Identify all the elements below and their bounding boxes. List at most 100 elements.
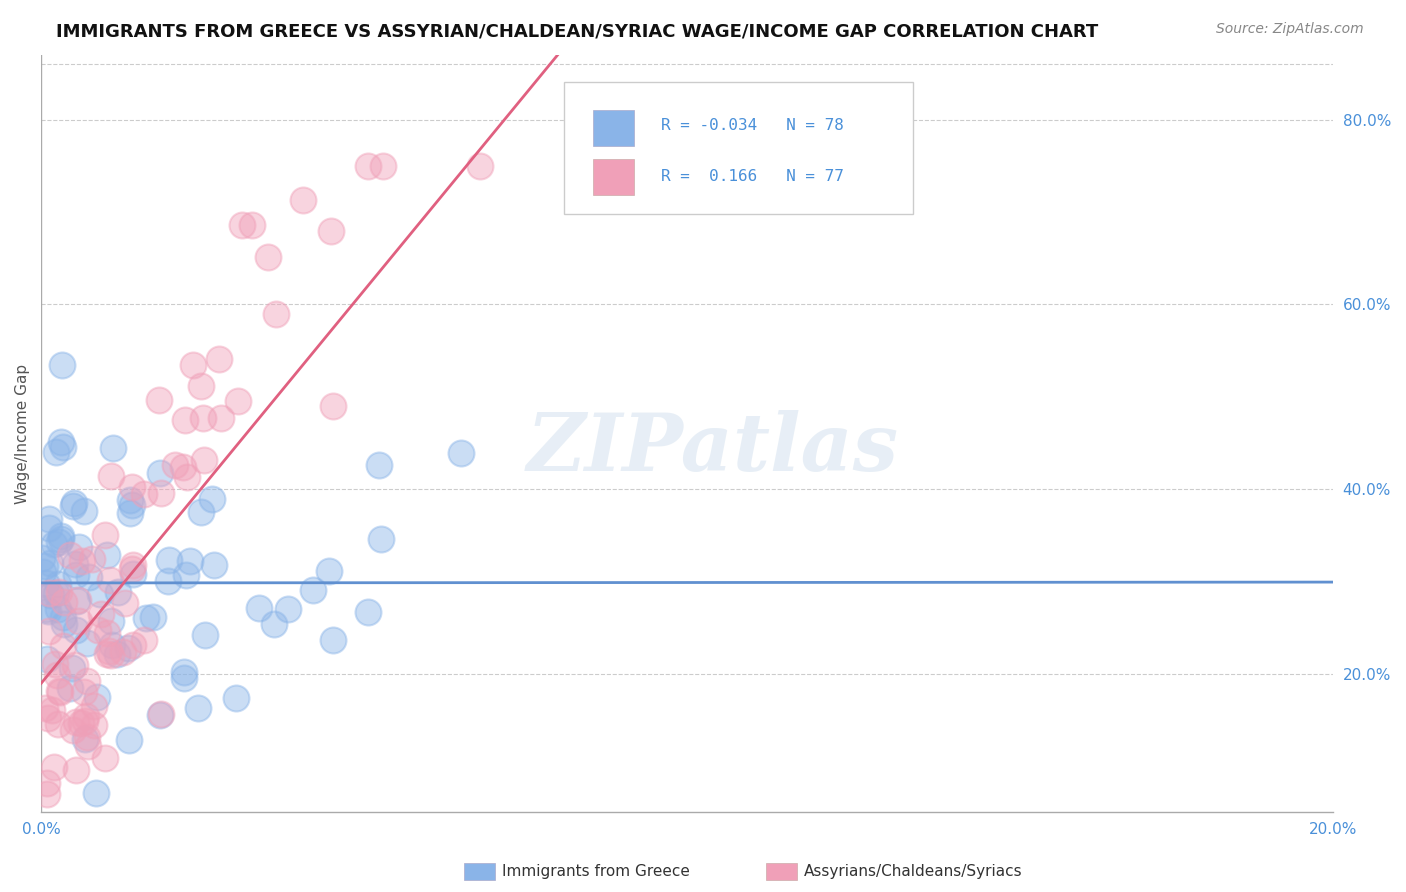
Point [450,446,472,460]
Point [179,554,201,568]
Point [35,787,58,801]
Point [87,624,110,638]
Point [121,562,143,576]
Point [59,548,82,562]
Point [190,505,212,519]
Point [100,469,122,483]
Point [75,708,97,723]
Point [256,251,278,265]
Point [96,625,118,640]
Point [194,628,217,642]
Point [96,549,118,563]
Point [174,413,197,427]
Point [46,667,69,681]
Point [38,624,60,638]
Point [209,410,232,425]
Point [240,218,263,232]
Point [48,585,70,599]
Point [31,550,53,565]
Point [39,588,62,602]
Point [73,714,96,728]
Point [49,533,72,547]
Point [373,159,395,173]
Point [149,485,172,500]
Point [42,536,65,550]
Text: R = -0.034   N = 78: R = -0.034 N = 78 [661,118,844,133]
Point [107,585,129,599]
Point [356,605,378,619]
Point [60,661,83,675]
Point [65,567,87,582]
Point [247,601,270,615]
Text: IMMIGRANTS FROM GREECE VS ASSYRIAN/CHALDEAN/SYRIAC WAGE/INCOME GAP CORRELATION C: IMMIGRANTS FROM GREECE VS ASSYRIAN/CHALD… [56,22,1098,40]
Point [32,566,55,580]
Point [67,541,90,555]
Point [62,499,84,513]
Point [226,393,249,408]
Point [368,458,391,473]
Point [157,552,180,566]
Point [277,602,299,616]
Point [142,610,165,624]
Point [35,776,58,790]
Point [149,707,172,722]
Point [53,616,76,631]
Point [62,723,84,738]
Point [46,601,69,615]
Point [118,733,141,747]
Point [105,647,128,661]
Point [69,614,91,628]
Point [135,611,157,625]
Point [117,640,139,655]
Y-axis label: Wage/Income Gap: Wage/Income Gap [15,364,30,504]
Point [121,480,143,494]
Point [89,587,111,601]
Point [65,714,87,729]
Point [148,393,170,408]
Point [80,552,103,566]
Point [100,614,122,628]
Point [181,358,204,372]
Point [94,751,117,765]
Text: R =  0.166   N = 77: R = 0.166 N = 77 [661,169,844,184]
Point [35,652,58,666]
Point [100,648,122,662]
Point [322,632,344,647]
Point [46,577,69,591]
Point [52,639,75,653]
Point [112,644,135,658]
Point [45,586,67,600]
Point [173,665,195,679]
Point [101,441,124,455]
Point [121,498,143,512]
Point [101,638,124,652]
Point [34,559,56,574]
Point [150,706,173,721]
Point [73,504,96,518]
Point [49,529,72,543]
Point [208,352,231,367]
Point [73,685,96,699]
Point [357,159,380,173]
Point [75,731,97,746]
FancyBboxPatch shape [593,159,634,195]
Point [121,567,143,582]
Point [67,593,90,607]
Point [193,452,215,467]
Point [34,575,56,590]
Point [77,739,100,753]
Point [39,556,62,570]
Point [65,763,87,777]
Point [173,671,195,685]
Point [187,701,209,715]
Point [44,657,66,671]
Point [83,718,105,732]
Point [44,760,66,774]
Text: Source: ZipAtlas.com: Source: ZipAtlas.com [1216,22,1364,37]
Point [66,593,89,607]
Point [176,469,198,483]
Point [231,219,253,233]
Point [319,224,342,238]
Point [70,716,93,731]
Point [96,647,118,661]
